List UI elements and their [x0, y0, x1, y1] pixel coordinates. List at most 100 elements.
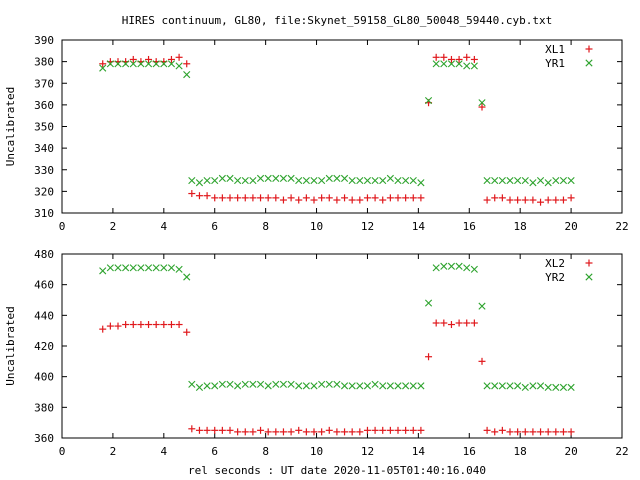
data-point — [195, 192, 203, 200]
data-point — [241, 176, 249, 185]
data-point — [514, 382, 522, 390]
data-point — [455, 262, 463, 270]
data-point — [272, 428, 280, 436]
data-point — [409, 176, 417, 185]
data-point — [167, 55, 175, 63]
data-point — [234, 194, 242, 202]
data-point — [129, 321, 137, 329]
x-tick-label: 4 — [161, 445, 168, 458]
data-point — [521, 196, 529, 204]
data-point — [379, 426, 387, 434]
data-point — [145, 321, 153, 329]
y-tick-label: 350 — [34, 121, 54, 134]
data-point — [325, 380, 333, 388]
x-tick-label: 16 — [463, 445, 476, 458]
x-tick-label: 18 — [514, 220, 527, 233]
data-point — [152, 264, 160, 272]
data-point — [567, 194, 575, 202]
data-point — [379, 382, 387, 390]
data-point — [402, 176, 410, 185]
data-point — [447, 262, 456, 270]
data-point — [498, 426, 506, 434]
data-point — [552, 176, 560, 185]
data-point — [379, 196, 387, 204]
x-tick-label: 4 — [161, 220, 168, 233]
data-point — [567, 428, 575, 436]
y-tick-label: 360 — [34, 99, 54, 112]
data-point — [363, 176, 372, 185]
data-point — [333, 196, 341, 204]
data-point — [483, 382, 491, 390]
data-point — [498, 194, 506, 202]
data-point — [183, 273, 191, 281]
data-point — [544, 179, 552, 187]
data-point — [257, 194, 265, 202]
data-point — [264, 428, 272, 436]
y-tick-label: 480 — [34, 248, 54, 261]
data-point — [386, 382, 394, 390]
data-point — [188, 190, 196, 198]
data-point — [310, 428, 318, 436]
data-point — [498, 382, 506, 390]
data-point — [122, 321, 130, 329]
data-point — [491, 176, 499, 185]
data-point — [432, 53, 440, 61]
data-point — [455, 60, 463, 68]
data-point — [234, 176, 242, 185]
data-point — [218, 380, 226, 388]
data-point — [394, 426, 402, 434]
data-point — [226, 194, 234, 202]
legend-label-yr1: YR1 — [545, 57, 565, 70]
data-point — [432, 60, 440, 68]
data-point — [409, 426, 417, 434]
data-point — [440, 60, 448, 68]
x-tick-label: 0 — [59, 445, 66, 458]
data-point — [264, 194, 272, 202]
data-point — [537, 428, 545, 436]
data-point — [447, 321, 455, 329]
y-tick-label: 310 — [34, 207, 54, 220]
legend-label-yr2: YR2 — [545, 271, 565, 284]
data-point — [218, 194, 226, 202]
plot-frame — [61, 253, 623, 439]
x-tick-label: 22 — [615, 445, 628, 458]
data-point — [241, 380, 249, 388]
data-point — [491, 428, 499, 436]
data-point — [356, 176, 364, 185]
data-point — [447, 60, 456, 68]
x-axis-label: rel seconds : UT date 2020-11-05T01:40:1… — [188, 464, 486, 477]
data-point — [425, 353, 433, 361]
data-point — [122, 60, 130, 68]
data-point — [145, 55, 153, 63]
data-point — [559, 196, 567, 204]
data-point — [325, 426, 333, 434]
data-point — [567, 383, 575, 391]
series-xl1 — [99, 53, 575, 206]
data-point — [333, 174, 341, 182]
data-point — [356, 382, 364, 390]
data-point — [514, 176, 522, 185]
data-point — [463, 319, 471, 327]
data-point — [226, 380, 234, 388]
series-xl2 — [99, 319, 575, 436]
x-tick-label: 10 — [310, 445, 323, 458]
data-point — [295, 426, 303, 434]
series-yr1 — [99, 60, 575, 187]
data-point — [272, 380, 280, 388]
y-axis-label: Uncalibrated — [4, 87, 17, 166]
data-point — [356, 196, 364, 204]
data-point — [272, 174, 280, 182]
data-point — [302, 382, 310, 390]
data-point — [99, 60, 107, 68]
data-point — [544, 383, 552, 391]
y-tick-label: 340 — [34, 142, 54, 155]
data-point — [506, 382, 514, 390]
data-point — [552, 196, 560, 204]
data-point — [333, 428, 341, 436]
data-point — [211, 194, 219, 202]
x-tick-label: 20 — [564, 445, 577, 458]
data-point — [478, 357, 486, 365]
data-point — [491, 194, 499, 202]
data-point — [394, 382, 402, 390]
data-point — [106, 322, 114, 330]
